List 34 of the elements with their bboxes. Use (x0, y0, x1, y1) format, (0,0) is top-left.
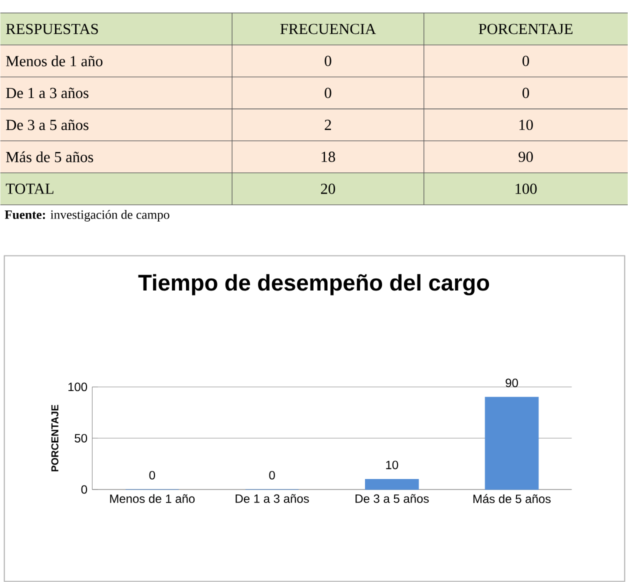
text: 2 (324, 120, 331, 130)
text: 0 (522, 88, 530, 98)
y-tick-label: 50 (74, 434, 88, 442)
text: PORCENTAJE (478, 24, 572, 34)
x-tick-label: Más de 5 años (473, 494, 551, 504)
text: FRECUENCIA (280, 24, 376, 34)
text: RESPUESTAS (6, 24, 98, 34)
data-label: 0 (269, 471, 275, 480)
bar (484, 396, 539, 490)
text: De 3 a 5 años (6, 120, 88, 130)
text: Menos de 1 año (6, 56, 102, 66)
data-label: 0 (149, 471, 156, 480)
y-tick-label: 0 (81, 485, 88, 494)
text: 18 (322, 152, 336, 162)
text: De 1 a 3 años (6, 88, 88, 98)
text: 10 (519, 120, 533, 130)
x-tick-label: Menos de 1 año (110, 494, 195, 504)
text: Fuente: investigación de campo (4, 210, 170, 222)
x-tick-label: De 3 a 5 años (356, 494, 429, 503)
text: 0 (522, 56, 530, 66)
chart-title: Tiempo de desempeño del cargo (138, 274, 490, 296)
text: TOTAL (6, 184, 54, 194)
y-tick-label: 100 (68, 382, 88, 392)
text: 100 (516, 184, 537, 194)
text: 90 (518, 152, 533, 162)
text: 0 (324, 88, 332, 98)
x-tick-label: De 1 a 3 años (236, 494, 309, 503)
data-label: 10 (386, 460, 398, 470)
bar (365, 479, 419, 490)
text: 20 (321, 184, 336, 194)
text: Más de 5 años (6, 151, 94, 162)
y-axis-title: PORCENTAJE (51, 404, 58, 472)
text: 0 (324, 56, 332, 66)
data-label: 90 (506, 378, 518, 388)
